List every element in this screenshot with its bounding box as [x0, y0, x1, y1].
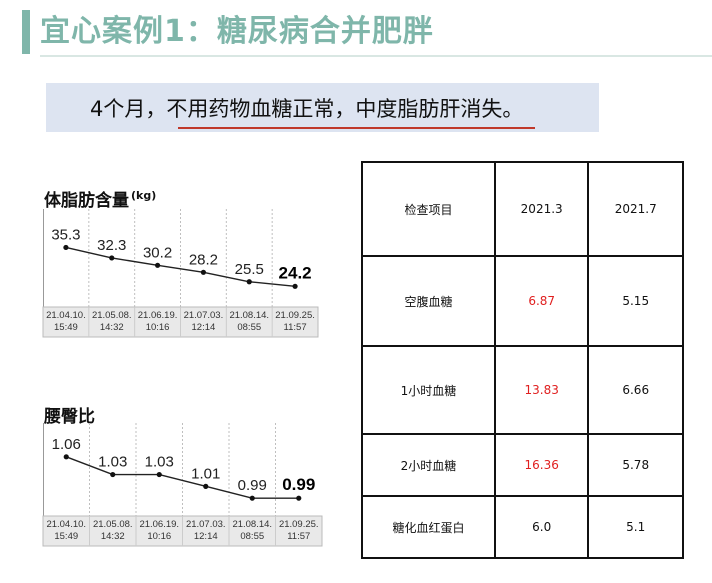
data-point [203, 483, 209, 489]
row-value-after: 5.1 [587, 495, 684, 559]
row-value-after: 5.78 [587, 433, 684, 497]
table-row: 2小时血糖 16.36 5.78 [361, 433, 684, 497]
series-line [65, 246, 296, 287]
data-label: 1.06 [52, 436, 81, 453]
row-item: 空腹血糖 [361, 255, 496, 347]
x-tick-label: 12:14 [192, 322, 216, 333]
x-tick-label: 21.04.10. [46, 519, 86, 530]
summary-text: 4个月，不用药物血糖正常，中度脂肪肝消失。 [90, 97, 524, 121]
data-point [292, 283, 298, 289]
x-tick-label: 21.08.14. [232, 519, 272, 530]
waist-hip-chart: 1.06 1.03 1.03 1.01 0.99 0.99 21.04.10.15:49 21… [42, 423, 323, 547]
x-tick-label: 21.05.08. [93, 519, 133, 530]
x-tick-label: 21.06.19. [139, 519, 179, 530]
x-tick-label: 14:32 [100, 322, 124, 333]
title-accent-bar [22, 10, 30, 54]
row-value-before: 16.36 [493, 433, 590, 497]
chart-title-body-fat: 体脂肪含量 (kg) [44, 186, 156, 211]
chart-title-waist-hip: 腰臀比 [44, 402, 95, 427]
summary-banner [46, 83, 599, 132]
data-point [63, 454, 69, 460]
summary-underline [178, 127, 535, 129]
header-date-1: 2021.3 [493, 161, 590, 257]
header-item: 检查项目 [361, 161, 496, 257]
table-row: 空腹血糖 6.87 5.15 [361, 255, 684, 347]
x-tick-label: 12:14 [194, 531, 218, 542]
data-point [154, 262, 161, 268]
table-header-row: 检查项目 2021.3 2021.7 [361, 161, 684, 257]
x-tick-label: 11:57 [284, 322, 307, 333]
header-date-2: 2021.7 [587, 161, 684, 257]
chart-unit: (kg) [131, 189, 157, 203]
row-item: 1小时血糖 [361, 345, 496, 435]
x-tick-label: 21.07.03. [184, 310, 224, 321]
page-title: 宜心案例1：糖尿病合并肥胖 [40, 14, 434, 49]
data-label: 24.2 [279, 263, 312, 282]
table-row: 1小时血糖 13.83 6.66 [361, 345, 684, 435]
x-tick-label: 08:55 [237, 322, 261, 333]
data-label: 30.2 [143, 244, 172, 261]
data-label: 0.99 [238, 477, 267, 494]
data-point [296, 495, 302, 501]
data-point [63, 244, 69, 251]
chart-title-text: 体脂肪含量 [44, 191, 129, 211]
data-point [200, 269, 207, 275]
body-fat-chart: 35.3 32.3 30.2 28.2 25.5 24.2 21.04.10.15:49 21… [42, 209, 319, 338]
title-divider [40, 55, 712, 57]
data-label: 1.01 [191, 465, 220, 482]
lab-results-table: 检查项目 2021.3 2021.7 空腹血糖 6.87 5.15 1小时血糖 … [361, 161, 684, 559]
table-row: 糖化血红蛋白 6.0 5.1 [361, 495, 684, 559]
data-point [109, 255, 115, 261]
row-value-before: 6.0 [493, 495, 590, 559]
data-label: 1.03 [145, 454, 174, 471]
x-tick-label: 21.07.03. [186, 519, 226, 530]
data-point [246, 279, 252, 285]
x-tick-label: 21.04.10. [46, 310, 86, 321]
x-tick-label: 21.09.25. [279, 519, 319, 530]
x-tick-label: 08:55 [240, 531, 264, 542]
x-tick-label: 21.08.14. [229, 310, 269, 321]
data-point [110, 471, 116, 478]
data-point [249, 495, 255, 501]
x-tick-label: 10:16 [146, 322, 170, 333]
x-tick-label: 21.09.25. [275, 310, 315, 321]
x-tick-label: 11:57 [287, 531, 310, 542]
row-value-before: 13.83 [493, 345, 590, 435]
data-label: 25.5 [235, 261, 264, 278]
row-value-before: 6.87 [493, 255, 590, 347]
row-item: 2小时血糖 [361, 433, 496, 497]
x-tick-label: 10:16 [147, 531, 171, 542]
x-tick-label: 15:49 [54, 322, 78, 333]
row-value-after: 5.15 [587, 255, 684, 347]
x-tick-label: 14:32 [101, 531, 125, 542]
x-tick-label: 21.05.08. [92, 310, 132, 321]
data-label: 35.3 [51, 226, 80, 243]
row-value-after: 6.66 [587, 345, 684, 435]
data-label: 1.03 [98, 454, 127, 471]
data-label: 32.3 [97, 237, 126, 254]
data-label: 28.2 [189, 251, 218, 268]
data-label: 0.99 [282, 475, 315, 494]
x-tick-label: 21.06.19. [138, 310, 178, 321]
x-tick-label: 15:49 [54, 531, 78, 542]
chart-title-text: 腰臀比 [44, 407, 95, 427]
row-item: 糖化血红蛋白 [361, 495, 496, 559]
data-point [156, 471, 162, 478]
series-line [66, 456, 299, 499]
